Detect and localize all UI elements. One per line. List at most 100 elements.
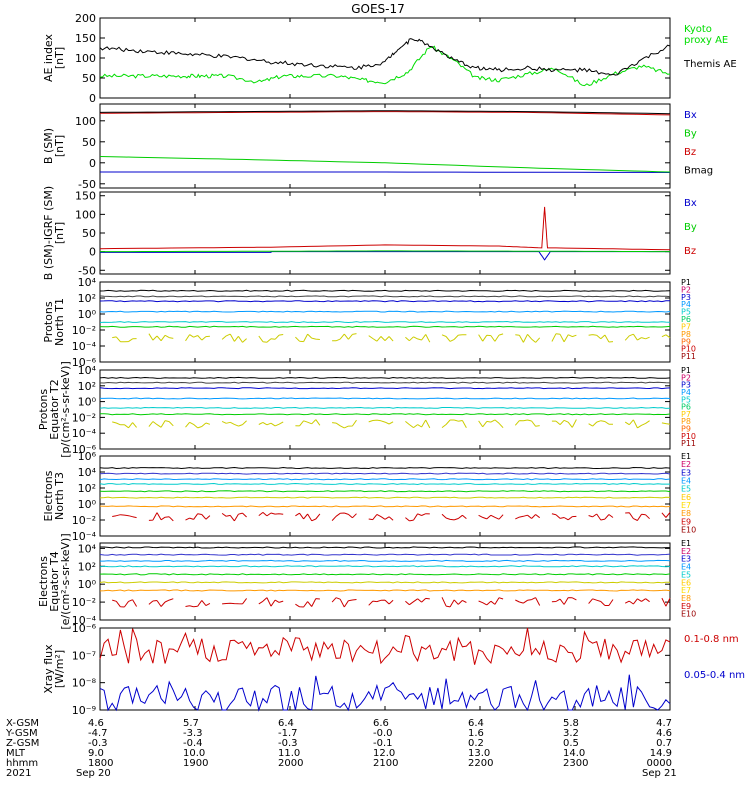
y-tick-label: 10⁻⁹ <box>72 704 96 717</box>
legend-entry: By <box>684 129 697 140</box>
ephemeris-value: Sep 20 <box>76 768 111 779</box>
legend-entry: E6 <box>681 493 691 502</box>
legend-entry: P8 <box>681 330 691 339</box>
legend-entry: E10 <box>681 525 696 534</box>
y-tick-label: 10⁴ <box>78 364 97 377</box>
legend-entry: P3 <box>681 381 691 390</box>
panel-frame <box>99 369 671 450</box>
y-tick-label: 10⁴ <box>78 466 97 479</box>
legend-entry: Bmag <box>684 166 713 177</box>
legend-entry: P10 <box>681 432 696 441</box>
legend-entry: Bz <box>684 147 696 158</box>
series-line-p3 <box>99 387 671 390</box>
legend-entry: E1 <box>681 539 691 548</box>
legend-entry: P7 <box>681 410 691 419</box>
y-axis-label: Xray flux <box>42 644 55 694</box>
series-line-e2 <box>99 553 671 556</box>
series-line-p7 <box>112 419 671 429</box>
legend-entry: 0.05-0.4 nm <box>684 670 745 681</box>
legend-entry: P2 <box>681 373 691 382</box>
y-tick-label: 10⁴ <box>78 542 97 555</box>
series-line-e6 <box>99 496 671 499</box>
series-line-e4 <box>99 482 670 486</box>
legend-entry: P4 <box>681 300 691 309</box>
ephemeris-value: 4.7 <box>656 718 672 729</box>
panel-b_sm: -50 0 50 100 B (SM)[nT] Bx By Bz Bmag <box>42 103 713 191</box>
legend-entry: E5 <box>681 485 691 494</box>
legend-entry: P5 <box>681 395 691 404</box>
legend-entry: P2 <box>681 285 691 294</box>
legend-entry: E9 <box>681 602 691 611</box>
legend-entry: P5 <box>681 308 691 317</box>
series-line-by <box>99 156 671 173</box>
legend-entry: E9 <box>681 517 691 526</box>
y-tick-label: 10² <box>78 560 96 573</box>
legend-entry: Bx <box>684 198 697 209</box>
legend-entry: P6 <box>681 403 691 412</box>
legend-entry: E2 <box>681 460 691 469</box>
ephemeris-value: 0.2 <box>468 738 484 749</box>
y-tick-label: 50 <box>82 72 96 85</box>
series-line-e5 <box>99 490 671 493</box>
ephemeris-value: -0.0 <box>373 728 393 739</box>
y-tick-label: 10⁰ <box>78 578 97 591</box>
y-tick-label: 50 <box>82 136 96 149</box>
series-line-p2 <box>99 295 671 298</box>
y-tick-label: 10⁴ <box>78 276 97 289</box>
y-tick-label: 150 <box>75 32 96 45</box>
panel-frame <box>99 627 671 711</box>
y-tick-label: -50 <box>78 178 96 191</box>
legend-entry: E2 <box>681 547 691 556</box>
series-line-e3 <box>99 478 671 481</box>
legend-entry: E1 <box>681 452 691 461</box>
legend-entry: P6 <box>681 315 691 324</box>
ephemeris-value: 9.0 <box>88 748 104 759</box>
y-tick-label: 10² <box>78 292 96 305</box>
ephemeris-value: -0.3 <box>278 738 298 749</box>
legend-entry: P11 <box>681 439 696 448</box>
series-line-bx <box>100 171 671 173</box>
ephemeris-value: -0.4 <box>183 738 203 749</box>
legend-entry: P4 <box>681 388 691 397</box>
legend-entry: E7 <box>681 501 691 510</box>
series-line-e3 <box>100 559 671 562</box>
y-tick-label: 0 <box>89 246 96 259</box>
legend-entry: proxy AE <box>684 35 728 46</box>
y-tick-label: 150 <box>75 190 96 203</box>
series-line-p6 <box>100 413 671 416</box>
y-tick-label: 100 <box>75 115 96 128</box>
series-line-e9 <box>112 597 671 608</box>
y-axis-label: [nT] <box>53 222 66 244</box>
y-tick-label: 10⁻⁴ <box>72 340 97 353</box>
ephemeris-value: -1.7 <box>278 728 298 739</box>
series-line-p5 <box>99 320 671 324</box>
legend-entry: Bz <box>684 246 696 257</box>
series-line-e1 <box>99 466 671 470</box>
ephemeris-row-label: MLT <box>6 748 26 759</box>
ephemeris-value: 2000 <box>278 758 303 769</box>
y-axis-label: Protons <box>37 389 50 430</box>
ephemeris-row-label: X-GSM <box>6 718 39 729</box>
legend-entry: P8 <box>681 417 691 426</box>
legend-entry: E4 <box>681 476 691 485</box>
y-tick-label: 10⁻² <box>72 514 96 527</box>
y-axis-label: [e/(cm²-s-sr-keV)] <box>59 533 72 629</box>
series-line-by <box>100 250 670 253</box>
series-line-e6 <box>99 581 670 584</box>
series-line-0-05-0-4-nm <box>99 674 671 712</box>
ephemeris-value: 1900 <box>183 758 208 769</box>
legend-entry: Bx <box>684 110 697 121</box>
ephemeris-row-label: hhmm <box>6 758 38 769</box>
legend-entry: Kyoto <box>684 24 712 35</box>
legend-entry: By <box>684 222 697 233</box>
legend-entry: E7 <box>681 586 691 595</box>
y-axis-label: North T1 <box>53 298 66 346</box>
series-line-p4 <box>99 310 671 313</box>
series-line-e5 <box>99 573 671 576</box>
series-line-bz <box>100 111 671 116</box>
y-tick-label: 10⁻⁶ <box>72 356 97 369</box>
ephemeris-row-label: Z-GSM <box>6 738 39 749</box>
legend-entry: E10 <box>681 610 696 619</box>
ephemeris-value: 4.6 <box>88 718 104 729</box>
